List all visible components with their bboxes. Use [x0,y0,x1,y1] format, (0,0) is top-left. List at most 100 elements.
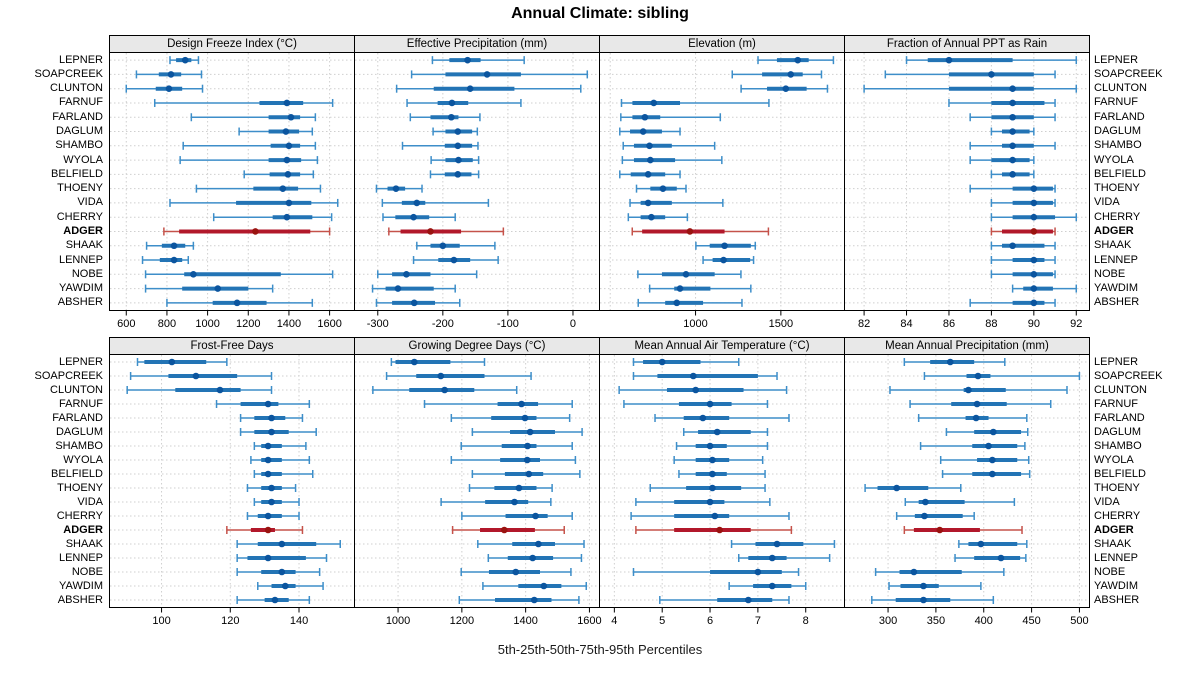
series-cherry [630,512,790,520]
series-daglum [239,428,317,436]
series-farnuf [623,400,769,408]
series-adger [631,227,770,236]
plot-mean-annual-air-temperature [600,355,844,607]
svg-text:86: 86 [943,318,955,330]
series-belfield [243,170,315,179]
svg-text:-100: -100 [497,318,519,330]
series-vida [253,498,300,506]
station-label-nobe: NOBE [1094,565,1126,578]
plot-growing-degree-days [355,355,599,607]
series-farland [620,113,722,122]
station-label-belfield: BELFIELD [51,167,103,180]
station-label-farnuf: FARNUF [59,397,103,410]
series-daglum [619,127,681,136]
series-lepner [431,56,525,65]
series-absher [969,298,1056,307]
series-clunton [395,84,582,93]
series-wyola [430,156,480,165]
series-farnuf [620,98,770,107]
series-shambo [182,141,317,150]
svg-text:8: 8 [803,615,809,627]
series-clunton [740,84,829,93]
series-daglum [471,428,583,436]
series-shambo [401,141,479,150]
series-yawdim [371,284,456,293]
series-farland [654,414,790,422]
station-label-shambo: SHAMBO [1094,139,1142,152]
station-label-farnuf: FARNUF [59,96,103,109]
station-label-absher: ABSHER [1094,296,1140,309]
series-cherry [246,512,300,520]
svg-text:-300: -300 [367,318,389,330]
series-daglum [238,127,314,136]
series-lennep [487,554,583,562]
series-lepner [903,358,1006,366]
series-soapcreek [731,70,823,79]
svg-text:4: 4 [611,615,617,627]
strip-mean-annual-air-temperature: Mean Annual Air Temperature (°C) [599,337,845,355]
series-shambo [622,141,716,150]
svg-text:82: 82 [858,318,870,330]
series-lepner [136,358,228,366]
svg-text:120: 120 [221,615,239,627]
series-wyola [673,456,764,464]
series-shambo [253,442,307,450]
percentiles-caption: 5th-25th-50th-75th-95th Percentiles [497,642,703,657]
strip-effective-precipitation: Effective Precipitation (mm) [354,35,600,53]
series-thoeny [375,184,423,193]
series-farland [450,414,571,422]
series-shambo [460,442,573,450]
series-yawdim [1011,284,1078,293]
series-yawdim [257,582,324,590]
station-label-daglum: DAGLUM [55,425,103,438]
series-thoeny [635,184,687,193]
series-yawdim [648,284,752,293]
panel-design-freeze-index [109,52,355,311]
svg-text:92: 92 [1070,318,1082,330]
series-soapcreek [923,372,1081,380]
series-daglum [945,428,1029,436]
series-farnuf [215,400,311,408]
station-label-absher: ABSHER [1094,593,1140,606]
station-label-adger: ADGER [63,224,103,237]
series-farnuf [423,400,573,408]
series-soapcreek [884,70,1056,79]
station-label-belfield: BELFIELD [1094,467,1146,480]
series-wyola [939,456,1030,464]
series-nobe [874,568,1005,576]
station-label-thoeny: THOENY [1094,182,1140,195]
station-label-shambo: SHAMBO [1094,439,1142,452]
svg-text:300: 300 [879,615,897,627]
series-adger [226,526,304,534]
series-lennep [954,554,1027,562]
series-nobe [990,270,1056,279]
station-label-belfield: BELFIELD [51,467,103,480]
panel-mean-annual-precipitation [844,354,1090,608]
svg-text:350: 350 [927,615,945,627]
series-thoeny [969,184,1056,193]
series-shaak [730,540,836,548]
station-label-adger: ADGER [1094,523,1134,536]
station-label-lepner: LEPNER [1094,53,1139,66]
axis-design-freeze-index: 600 800 1000 1200 1400 1600 [117,311,342,330]
station-label-farnuf: FARNUF [1094,96,1138,109]
station-label-cherry: CHERRY [56,509,103,522]
panel-growing-degree-days [354,354,600,608]
station-label-farland: FARLAND [52,411,103,424]
station-label-lepner: LEPNER [58,355,103,368]
station-label-vida: VIDA [1094,196,1120,209]
station-label-cherry: CHERRY [1094,509,1141,522]
axis-elevation: 1000 1500 [683,311,793,330]
station-label-daglum: DAGLUM [1094,425,1142,438]
svg-text:5: 5 [659,615,665,627]
station-label-soapcreek: SOAPCREEK [1094,67,1163,80]
series-yawdim [728,582,807,590]
series-shaak [958,540,1028,548]
series-nobe [144,270,334,279]
panel-frost-free-days [109,354,355,608]
series-absher [637,298,743,307]
series-daglum [682,428,769,436]
series-cherry [382,213,456,222]
svg-text:6: 6 [707,615,713,627]
series-shaak [990,241,1056,250]
